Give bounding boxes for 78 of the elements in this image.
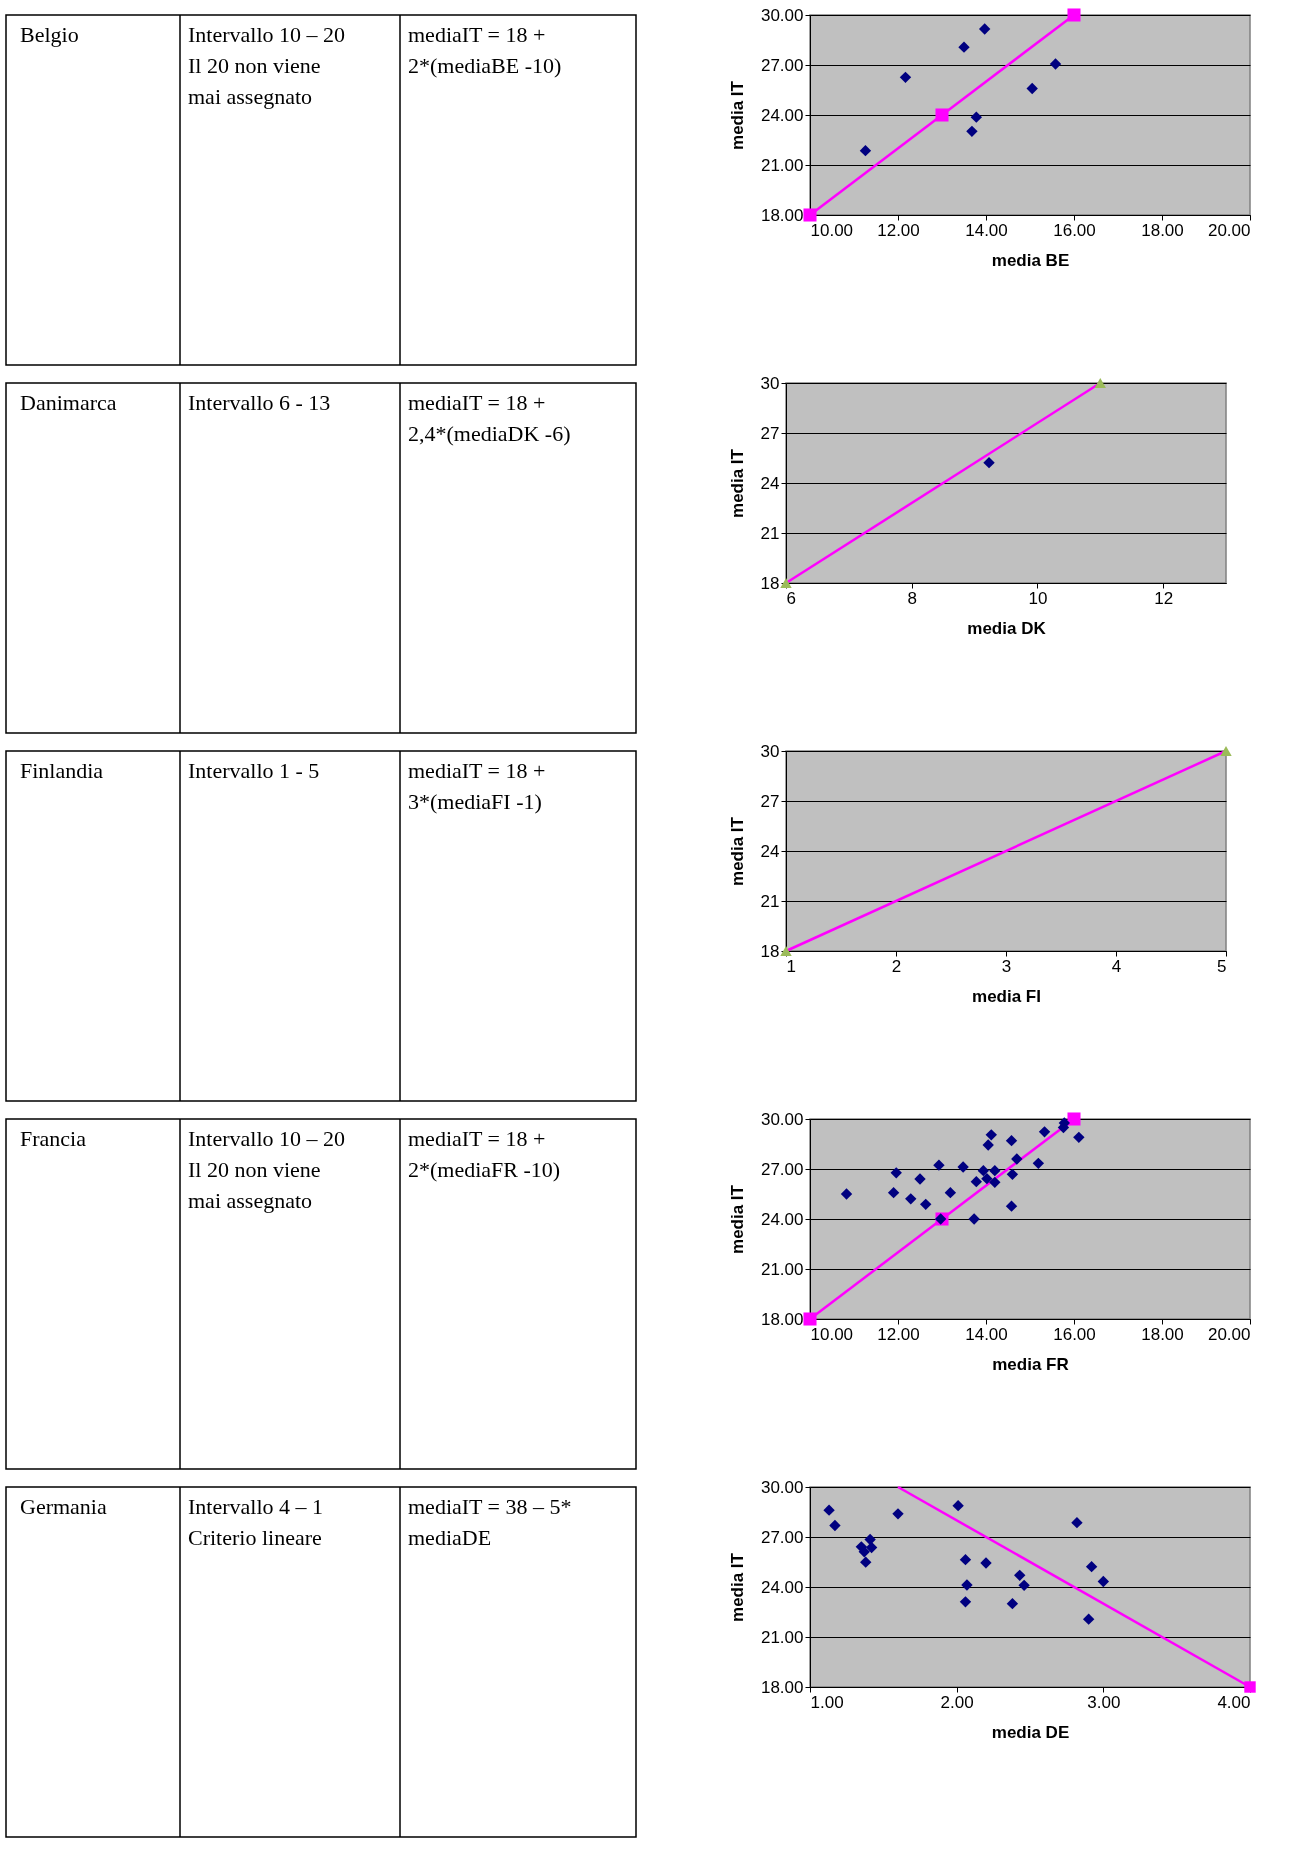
text: Intervallo 1 - 5 [188, 758, 320, 783]
x-axis-title: media BE [991, 250, 1070, 270]
y-tick-label: 27.00 [760, 1159, 804, 1179]
y-tick-label: 27 [760, 423, 780, 443]
y-tick-label: 21 [760, 891, 780, 911]
text: mediaIT = 18 + 3*(mediaFI -1) [408, 758, 546, 814]
y-tick-label: 18.00 [760, 205, 804, 225]
y-axis-title: media IT [727, 80, 747, 150]
text: mediaIT = 38 – 5* mediaDE [408, 1494, 572, 1550]
y-tick-label: 30.00 [760, 5, 804, 25]
y-tick-label: 18 [760, 573, 780, 593]
y-tick-label: 18.00 [760, 1677, 804, 1697]
text: Finlandia [20, 758, 104, 783]
x-tick-label: 10 [1028, 588, 1048, 608]
y-tick-label: 24.00 [760, 1209, 804, 1229]
x-tick-label: 14.00 [965, 1324, 1008, 1344]
x-tick-label: 6 [786, 588, 796, 608]
y-tick-label: 30.00 [760, 1109, 804, 1129]
x-axis-title: media FI [972, 986, 1041, 1006]
y-tick-label: 30.00 [760, 1477, 804, 1497]
point [983, 456, 995, 469]
x-tick-label: 10.00 [810, 1324, 854, 1344]
x-tick-label: 18.00 [1141, 220, 1184, 240]
text: Belgio [20, 22, 79, 47]
text: Danimarca [20, 390, 117, 415]
text: Francia [20, 1126, 87, 1151]
x-tick-label: 16.00 [1053, 220, 1096, 240]
x-tick-label: 20.00 [1207, 220, 1251, 240]
x-tick-label: 4 [1111, 956, 1122, 976]
x-tick-label: 4.00 [1217, 1692, 1251, 1712]
y-tick-label: 21.00 [760, 1259, 804, 1279]
text: Intervallo 10 – 20 Il 20 non viene mai assegnato [188, 1126, 346, 1213]
x-tick-label: 1.00 [810, 1692, 844, 1712]
y-tick-label: 21.00 [760, 155, 804, 175]
text: Intervallo 10 – 20 Il 20 non viene mai assegnato [188, 22, 346, 109]
y-tick-label: 24.00 [760, 1577, 804, 1597]
x-tick-label: 14.00 [965, 220, 1008, 240]
y-tick-label: 30 [760, 741, 780, 761]
x-tick-label: 3 [1001, 956, 1012, 976]
text: Intervallo 6 - 13 [188, 390, 331, 415]
y-tick-label: 21 [760, 523, 780, 543]
text: Germania [20, 1494, 107, 1519]
x-axis-title: media DK [967, 618, 1047, 638]
y-tick-label: 24.00 [760, 105, 804, 125]
x-tick-label: 12.00 [877, 1324, 920, 1344]
y-axis-title: media IT [727, 448, 747, 518]
x-tick-label: 5 [1217, 956, 1227, 976]
x-tick-label: 3.00 [1087, 1692, 1121, 1712]
x-tick-label: 12 [1154, 588, 1174, 608]
y-tick-label: 27.00 [760, 1527, 804, 1547]
y-tick-label: 24 [760, 473, 780, 493]
y-tick-label: 24 [760, 841, 780, 861]
x-tick-label: 2 [891, 956, 902, 976]
text: mediaIT = 18 + 2,4*(mediaDK -6) [408, 390, 571, 446]
y-tick-label: 27 [760, 791, 780, 811]
y-tick-label: 27.00 [760, 55, 804, 75]
x-tick-label: 18.00 [1141, 1324, 1184, 1344]
y-tick-label: 30 [760, 373, 780, 393]
text: Intervallo 4 – 1 Criterio lineare [188, 1494, 324, 1550]
y-tick-label: 18 [760, 941, 780, 961]
y-axis-title: media IT [727, 1552, 747, 1622]
x-tick-label: 16.00 [1053, 1324, 1096, 1344]
x-tick-label: 20.00 [1207, 1324, 1251, 1344]
y-axis-title: media IT [727, 816, 747, 886]
y-tick-label: 18.00 [760, 1309, 804, 1329]
x-tick-label: 12.00 [877, 220, 920, 240]
y-axis-title: media IT [727, 1184, 747, 1254]
x-tick-label: 8 [907, 588, 917, 608]
x-tick-label: 1 [786, 956, 796, 976]
x-axis-title: media DE [991, 1722, 1070, 1742]
point [780, 578, 792, 588]
x-tick-label: 10.00 [810, 220, 854, 240]
x-axis-title: media FR [992, 1354, 1069, 1374]
y-tick-label: 21.00 [760, 1627, 804, 1647]
x-tick-label: 2.00 [940, 1692, 974, 1712]
text: mediaIT = 18 + 2*(mediaFR -10) [408, 1126, 561, 1182]
text: mediaIT = 18 + 2*(mediaBE -10) [408, 22, 562, 78]
point [1094, 378, 1106, 388]
